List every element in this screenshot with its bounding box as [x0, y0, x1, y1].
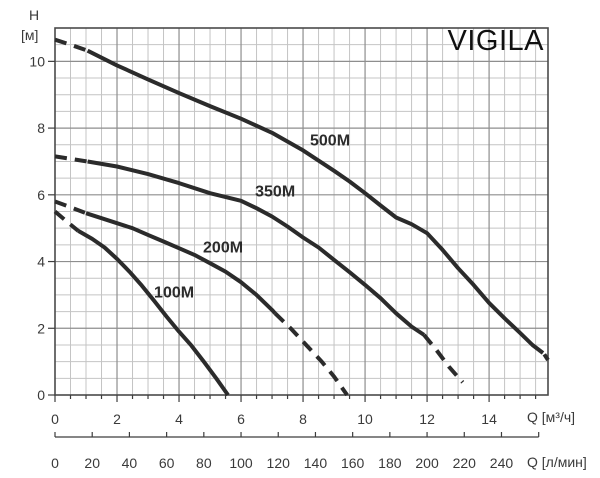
grid-minor: [55, 28, 548, 395]
x2-tick-label: 140: [304, 455, 328, 471]
x-tick-label: 8: [299, 411, 307, 427]
curve-segment-dashed: [54, 199, 87, 216]
y-tick-label: 6: [37, 187, 45, 203]
curve-segment-solid: [77, 229, 230, 397]
x2-tick-label: 100: [229, 455, 253, 471]
curve-segment-dashed: [54, 37, 89, 53]
y-tick-label: 8: [37, 120, 45, 136]
x-axis-primary-unit: Q [м³/ч]: [527, 409, 576, 425]
y-tick-label: 0: [37, 387, 45, 403]
curve-segment-dashed: [54, 154, 88, 164]
curve-segment-solid: [86, 48, 545, 355]
curve-label-100M: 100M: [154, 285, 194, 302]
y-tick-label: 4: [37, 254, 45, 270]
x-tick-label: 2: [113, 411, 121, 427]
x2-tick-label: 220: [453, 455, 477, 471]
x2-tick-label: 200: [415, 455, 439, 471]
x-axis-secondary: 0 20 40 60 80 100 120 140 160 180 200 220 240: [51, 432, 540, 471]
x-tick-label: 10: [357, 411, 373, 427]
curve-label-200M: 200M: [203, 239, 243, 256]
curve-segment-dashed: [542, 353, 550, 362]
grid-major: [55, 28, 548, 395]
curve-segment-solid: [85, 211, 277, 315]
y-axis-name: H: [29, 7, 40, 23]
y-tick-label: 2: [37, 320, 45, 336]
x2-tick-label: 80: [196, 455, 212, 471]
x2-tick-label: 180: [378, 455, 402, 471]
curve-label-350M: 350M: [255, 183, 295, 200]
curve-label-500M: 500M: [310, 132, 350, 149]
curve-segment-solid: [87, 159, 426, 337]
y-tick-label: 10: [29, 53, 45, 69]
chart-title: VIGILA: [447, 25, 544, 57]
x-tick-label: 4: [175, 411, 183, 427]
x-tick-label: 0: [51, 411, 59, 427]
x-axis-secondary-unit: Q [л/мин]: [527, 454, 587, 470]
x2-tick-label: 60: [159, 455, 175, 471]
y-axis-labels: 0 2 4 6 8 10: [29, 53, 45, 403]
y-axis-ticks: [48, 60, 55, 396]
x2-tick-label: 40: [122, 455, 138, 471]
x2-tick-label: 0: [51, 455, 59, 471]
curve-350M: 350M: [54, 154, 465, 384]
x-tick-label: 14: [481, 411, 497, 427]
curve-segment-dashed: [422, 333, 465, 384]
x-axis-primary-ticks: [54, 395, 537, 402]
curve-segment-dashed: [53, 209, 80, 233]
curve-200M: 200M: [54, 199, 349, 397]
curve-100M: 100M: [53, 209, 230, 397]
x2-tick-label: 20: [84, 455, 100, 471]
y-axis-unit: [м]: [21, 27, 39, 43]
x-tick-label: 6: [237, 411, 245, 427]
x2-tick-label: 160: [341, 455, 365, 471]
x2-tick-label: 240: [490, 455, 514, 471]
x-tick-label: 12: [419, 411, 435, 427]
x-axis-primary-labels: 0 2 4 6 8 10 12 14: [51, 411, 497, 427]
x2-tick-label: 120: [267, 455, 291, 471]
curve-500M: 500M: [54, 37, 550, 362]
curve-segment-dashed: [273, 311, 349, 397]
